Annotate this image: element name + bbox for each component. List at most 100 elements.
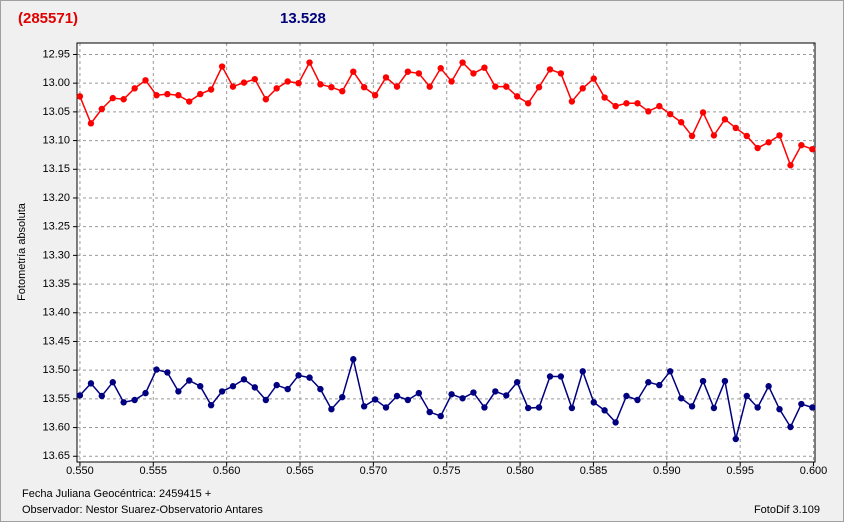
data-point — [87, 120, 95, 127]
data-point — [98, 105, 105, 113]
data-point — [273, 381, 280, 389]
data-point — [120, 96, 127, 103]
data-point — [240, 376, 248, 383]
data-point — [207, 86, 215, 93]
data-point — [251, 75, 259, 83]
data-point — [809, 145, 816, 153]
y-tick-label: 13.25 — [42, 221, 70, 233]
data-point — [295, 372, 302, 379]
data-point — [798, 400, 805, 408]
x-tick-label: 0.600 — [800, 465, 828, 477]
data-point — [284, 78, 291, 85]
data-point — [601, 407, 608, 414]
data-point — [579, 85, 586, 92]
data-point — [371, 396, 379, 403]
x-tick-label: 0.585 — [580, 465, 608, 477]
data-point — [699, 377, 707, 385]
data-point — [579, 368, 586, 375]
data-point — [677, 395, 685, 402]
data-point — [612, 419, 619, 426]
data-point — [656, 102, 663, 110]
data-point — [568, 98, 576, 105]
data-point — [634, 396, 641, 404]
data-point — [251, 384, 259, 391]
data-point — [721, 377, 729, 385]
y-axis-label: Fotometría absoluta — [16, 202, 28, 301]
x-tick-label: 0.580 — [506, 465, 534, 477]
x-tick-label: 0.590 — [653, 465, 681, 477]
data-point — [229, 83, 237, 90]
data-point — [666, 368, 674, 375]
data-point — [448, 78, 455, 85]
data-point — [186, 98, 193, 105]
data-point — [503, 83, 510, 90]
data-point — [76, 392, 84, 399]
data-point — [350, 356, 357, 363]
data-point — [328, 405, 335, 413]
data-point — [765, 139, 772, 146]
data-point — [524, 100, 532, 107]
data-point — [437, 412, 444, 420]
y-tick-label: 13.05 — [42, 106, 70, 118]
footer-version: FotoDif 3.109 — [754, 504, 820, 516]
data-point — [404, 396, 412, 404]
data-point — [153, 92, 160, 99]
data-point — [645, 108, 652, 115]
data-point — [787, 162, 794, 169]
data-point — [350, 68, 357, 75]
footer-observer: Observador: Nestor Suarez-Observatorio A… — [22, 504, 263, 516]
data-point — [109, 94, 116, 102]
y-tick-label: 13.65 — [42, 450, 70, 462]
data-point — [721, 116, 729, 123]
data-point — [645, 379, 652, 386]
data-point — [634, 100, 641, 107]
data-point — [382, 404, 390, 411]
y-tick-label: 13.10 — [42, 134, 70, 146]
data-point — [524, 404, 532, 412]
data-point — [186, 377, 193, 384]
data-point — [546, 66, 554, 73]
data-point — [754, 144, 761, 152]
data-point — [481, 404, 488, 411]
data-point — [404, 68, 412, 75]
magnitude: 13.528 — [280, 10, 326, 27]
y-tick-label: 13.50 — [42, 364, 70, 376]
data-point — [601, 94, 608, 101]
data-point — [557, 373, 565, 380]
data-point — [262, 396, 270, 404]
object-label: (285571) — [18, 10, 78, 27]
data-point — [339, 88, 346, 95]
data-point — [743, 132, 750, 140]
data-point — [688, 403, 696, 410]
data-point — [732, 124, 739, 132]
data-point — [382, 74, 390, 81]
data-point — [328, 83, 335, 91]
plot-border — [76, 42, 816, 463]
data-point — [568, 404, 576, 412]
x-tick-label: 0.550 — [66, 465, 94, 477]
data-point — [513, 379, 521, 386]
data-point — [317, 385, 324, 393]
x-tick-label: 0.595 — [726, 465, 754, 477]
data-point — [546, 373, 554, 380]
y-tick-label: 13.15 — [42, 163, 70, 175]
data-point — [109, 379, 116, 386]
data-point — [470, 389, 477, 396]
data-point — [317, 81, 324, 88]
data-point — [360, 83, 368, 91]
data-point — [98, 392, 105, 400]
data-point — [175, 92, 182, 99]
y-tick-label: 13.40 — [42, 307, 70, 319]
data-point — [459, 395, 466, 402]
data-point — [284, 385, 291, 393]
data-point — [809, 404, 816, 411]
data-point — [76, 93, 84, 100]
data-point — [218, 388, 226, 395]
data-point — [393, 392, 401, 400]
data-point — [262, 96, 270, 103]
data-point — [590, 75, 597, 82]
data-point — [197, 383, 204, 390]
x-tick-label: 0.570 — [360, 465, 388, 477]
y-tick-label: 13.30 — [42, 249, 70, 261]
